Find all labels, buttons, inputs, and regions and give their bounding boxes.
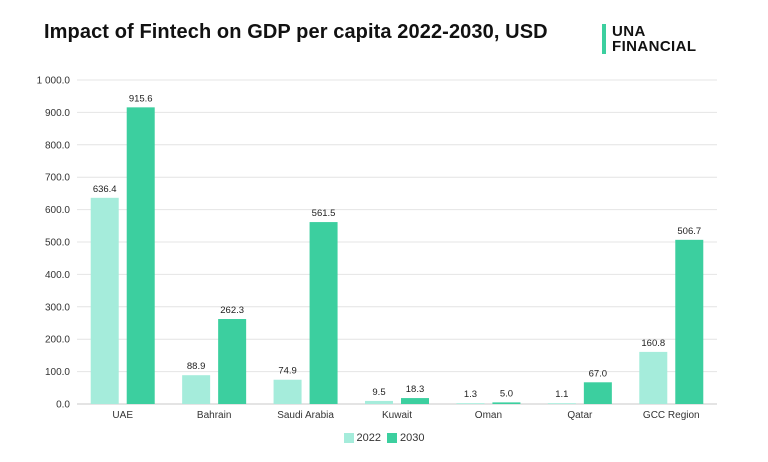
bar-2022: [365, 400, 393, 404]
legend-swatch-2030: [387, 433, 397, 443]
y-tick-label: 300.0: [45, 302, 70, 313]
x-tick-label: Saudi Arabia: [277, 410, 334, 421]
data-label: 262.3: [220, 305, 244, 316]
data-label: 506.7: [677, 226, 701, 237]
data-label: 88.9: [187, 361, 206, 372]
bar-2030: [126, 107, 155, 405]
y-tick-label: 500.0: [45, 238, 70, 249]
bar-2030: [583, 382, 612, 404]
data-label: 636.4: [93, 184, 117, 195]
data-label: 18.3: [406, 384, 425, 395]
bar-2022: [182, 375, 211, 404]
data-label: 67.0: [589, 368, 608, 379]
y-tick-label: 1 000.0: [37, 76, 71, 87]
legend-item-2022: 2022: [343, 432, 381, 444]
chart-title: Impact of Fintech on GDP per capita 2022…: [44, 21, 548, 43]
data-label: 74.9: [278, 366, 297, 377]
bar-2022: [456, 403, 485, 404]
bar-2022: [547, 403, 576, 404]
y-tick-label: 600.0: [45, 205, 70, 216]
legend-label-2030: 2030: [400, 432, 425, 444]
y-tick-label: 100.0: [45, 367, 70, 378]
bar-2030: [218, 319, 247, 404]
x-tick-label: Oman: [475, 410, 502, 421]
una-financial-logo: UNA FINANCIAL: [602, 24, 696, 54]
x-tick-label: UAE: [112, 410, 133, 421]
x-tick-label: Kuwait: [382, 410, 412, 421]
legend-label-2022: 2022: [356, 432, 381, 444]
bar-2030: [492, 402, 521, 404]
data-label: 1.3: [464, 389, 477, 400]
logo-text-line1: UNA: [612, 23, 646, 40]
y-tick-label: 0.0: [56, 400, 70, 411]
y-tick-label: 400.0: [45, 270, 70, 281]
logo-text-line2: FINANCIAL: [612, 38, 697, 55]
x-tick-label: Qatar: [567, 410, 593, 421]
y-tick-label: 200.0: [45, 335, 70, 346]
data-label: 9.5: [372, 387, 385, 398]
y-tick-label: 900.0: [45, 108, 70, 119]
y-tick-label: 800.0: [45, 140, 70, 151]
data-label: 915.6: [129, 93, 153, 104]
data-label: 160.8: [641, 338, 665, 349]
logo-accent-bar: [602, 24, 606, 54]
bar-2022: [639, 351, 668, 404]
bar-2022: [273, 379, 302, 404]
bar-2030: [675, 239, 704, 404]
bar-2022: [90, 197, 119, 404]
bar-2030: [309, 222, 338, 404]
x-tick-label: Bahrain: [197, 410, 231, 421]
legend-swatch-2022: [343, 433, 354, 443]
x-tick-label: GCC Region: [643, 410, 700, 421]
legend-item-2030: 2030: [387, 432, 424, 444]
data-label: 1.1: [555, 389, 568, 400]
y-tick-label: 700.0: [45, 173, 70, 184]
chart-legend: 2022 2030: [0, 432, 768, 444]
data-label: 561.5: [312, 208, 336, 219]
data-label: 5.0: [500, 388, 513, 399]
bar-2030: [401, 398, 429, 404]
